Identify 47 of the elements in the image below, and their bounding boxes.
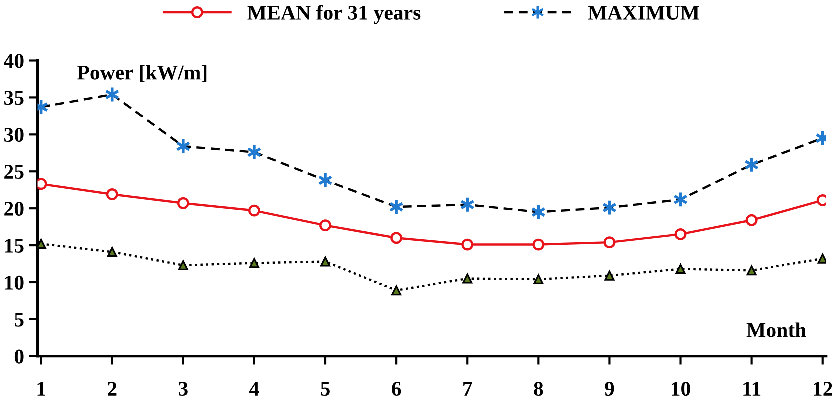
x-tick-label: 10 xyxy=(672,382,690,396)
x-tick-label: 2 xyxy=(108,382,117,396)
legend-label: MAXIMUM xyxy=(588,6,700,20)
point xyxy=(177,197,190,210)
x-tick-label: 9 xyxy=(605,382,614,396)
point xyxy=(746,214,758,226)
point xyxy=(106,188,118,201)
x-tick-label: 4 xyxy=(250,382,260,396)
point xyxy=(818,254,826,264)
point xyxy=(392,286,402,296)
point xyxy=(746,266,757,276)
point xyxy=(604,236,616,249)
y-tick-label: 15 xyxy=(5,239,24,253)
y-tick-label: 0 xyxy=(14,350,24,364)
point xyxy=(462,274,473,284)
point xyxy=(248,204,260,217)
point xyxy=(320,220,332,232)
point xyxy=(604,270,615,281)
y-tick-label: 20 xyxy=(4,202,24,216)
y-tick-label: 35 xyxy=(4,91,24,106)
y-tick-label: 5 xyxy=(14,313,24,327)
point xyxy=(532,238,545,251)
point xyxy=(390,232,403,244)
point xyxy=(178,260,188,270)
x-tick-label: 3 xyxy=(178,382,188,396)
point xyxy=(462,238,474,251)
x-tick-label: 12 xyxy=(814,382,832,396)
point xyxy=(676,264,686,274)
point xyxy=(249,258,260,268)
x-tick-label: 1 xyxy=(38,382,46,396)
legend-label: MEAN for 31 years xyxy=(248,5,421,24)
x-tick-label: 7 xyxy=(464,382,472,396)
x-tick-label: 6 xyxy=(392,382,402,396)
x-axis-title: Month xyxy=(746,322,806,338)
point xyxy=(674,228,687,240)
point xyxy=(534,274,544,285)
y-axis-title: Power [kW/m] xyxy=(78,65,207,82)
x-tick-label: 8 xyxy=(534,382,544,396)
point xyxy=(38,239,46,250)
y-tick-label: 25 xyxy=(4,165,24,180)
point xyxy=(320,256,331,267)
y-tick-label: 10 xyxy=(5,276,24,290)
y-tick-label: 40 xyxy=(4,54,24,68)
x-tick-label: 5 xyxy=(321,382,330,396)
point xyxy=(107,247,118,258)
x-tick-label: 11 xyxy=(744,382,761,396)
y-tick-label: 30 xyxy=(4,128,24,142)
